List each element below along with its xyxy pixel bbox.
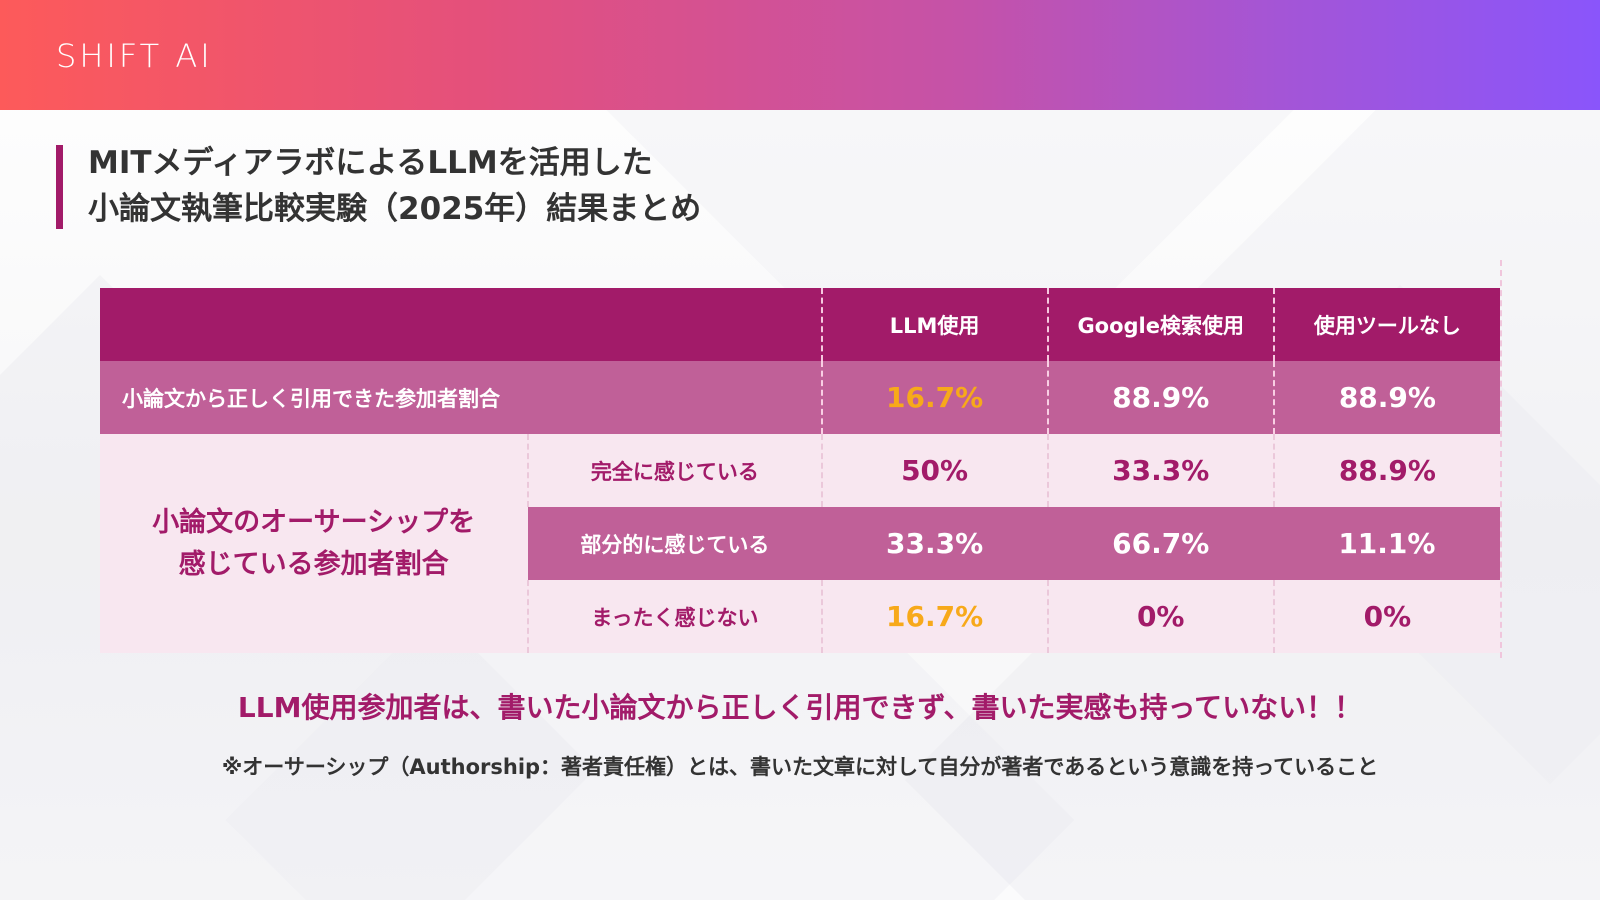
group-label-line-1: 小論文のオーサーシップを (152, 506, 476, 538)
table-right-divider (1500, 260, 1502, 658)
cell-full-google: 33.3% (1046, 434, 1274, 507)
results-table-container: LLM使用 Google検索使用 使用ツールなし 小論文から正しく引用できた参加… (100, 288, 1500, 653)
title-line-1: MITメディアラボによるLLMを活用した (88, 145, 653, 181)
cell-partial-google: 66.7% (1112, 527, 1210, 560)
cell-none-google: 0% (1046, 580, 1274, 653)
table-header-row: LLM使用 Google検索使用 使用ツールなし (100, 288, 1500, 361)
title-accent-bar (56, 145, 63, 229)
logo: SHIFT AI (56, 37, 213, 75)
sub-label-full: 完全に感じている (527, 434, 822, 507)
footnote: ※オーサーシップ（Authorship：著者責任権）とは、書いた文章に対して自分… (221, 755, 1379, 779)
column-header-google: Google検索使用 (1046, 288, 1274, 361)
title-line-2: 小論文執筆比較実験（2025年）結果まとめ (88, 191, 702, 227)
group-label-line-2: 感じている参加者割合 (178, 548, 449, 580)
table-row-citation: 小論文から正しく引用できた参加者割合 16.7% 88.9% 88.9% (100, 361, 1500, 434)
cell-full-no-tool: 88.9% (1272, 434, 1500, 507)
header-empty-cell (100, 288, 822, 361)
page-title: MITメディアラボによるLLMを活用した 小論文執筆比較実験（2025年）結果ま… (88, 140, 701, 232)
cell-partial-llm: 33.3% (886, 527, 984, 560)
column-header-no-tool: 使用ツールなし (1272, 288, 1500, 361)
table-row-ownership-full: 小論文のオーサーシップを 感じている参加者割合 完全に感じている 50% 33.… (100, 434, 1500, 653)
header-banner: SHIFT AI (0, 0, 1600, 110)
results-table: LLM使用 Google検索使用 使用ツールなし 小論文から正しく引用できた参加… (100, 288, 1500, 653)
row-group-label-ownership: 小論文のオーサーシップを 感じている参加者割合 (100, 434, 529, 653)
conclusion-text: LLM使用参加者は、書いた小論文から正しく引用できず、書いた実感も持っていない！… (237, 691, 1363, 724)
row-label-citation: 小論文から正しく引用できた参加者割合 (122, 386, 500, 411)
sub-label-none: まったく感じない (527, 580, 822, 653)
cell-citation-google: 88.9% (1046, 361, 1274, 434)
cell-full-llm: 50% (820, 434, 1048, 507)
cell-citation-no-tool: 88.9% (1272, 361, 1500, 434)
cell-citation-llm: 16.7% (820, 361, 1048, 434)
cell-partial-no-tool: 11.1% (1338, 527, 1436, 560)
cell-none-no-tool: 0% (1272, 580, 1500, 653)
cell-none-llm: 16.7% (820, 580, 1048, 653)
column-header-llm: LLM使用 (820, 288, 1048, 361)
sub-label-partial: 部分的に感じている (580, 532, 770, 557)
